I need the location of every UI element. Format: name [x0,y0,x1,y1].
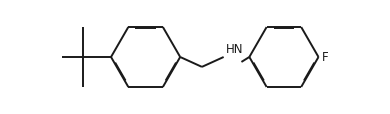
Text: HN: HN [226,43,243,56]
Text: F: F [321,51,328,64]
